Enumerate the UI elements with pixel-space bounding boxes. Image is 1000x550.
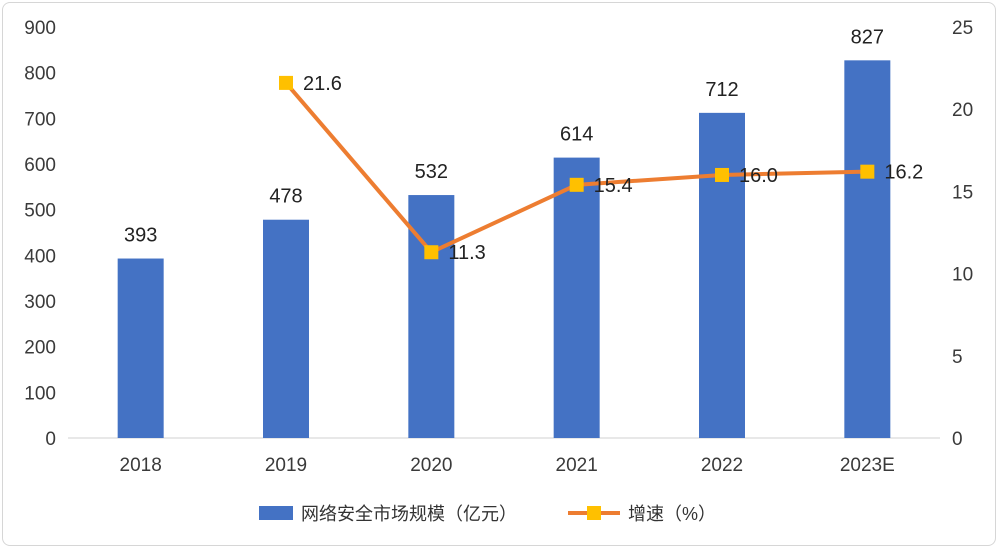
left-axis-tick-label: 900 — [24, 18, 56, 39]
bar — [699, 112, 745, 438]
x-axis: 2018 2019 2020 2021 2022 2023E — [68, 437, 940, 476]
bar-series — [117, 60, 891, 438]
left-axis-tick-label: 600 — [24, 155, 56, 176]
bar — [844, 60, 891, 438]
legend-line-label: 增速（%） — [628, 504, 716, 524]
bar — [553, 157, 600, 438]
line-marker — [569, 177, 584, 192]
left-axis: 0 100 200 300 400 500 600 700 800 900 — [24, 18, 56, 450]
line-data-label: 21.6 — [303, 73, 342, 95]
left-axis-tick-label: 0 — [45, 429, 56, 450]
legend-line-marker — [587, 506, 601, 520]
line-marker — [424, 245, 439, 260]
x-axis-tick-label: 2018 — [120, 455, 162, 476]
line-marker — [860, 164, 875, 179]
bar-data-label: 478 — [269, 186, 302, 208]
line-marker — [715, 167, 729, 182]
x-axis-tick-label: 2022 — [701, 455, 743, 476]
line-data-label: 11.3 — [448, 242, 485, 264]
right-axis-tick-label: 25 — [952, 18, 973, 39]
bar — [263, 219, 309, 438]
left-axis-tick-label: 400 — [24, 246, 56, 267]
right-axis-tick-label: 10 — [952, 265, 973, 286]
line-data-label: 15.4 — [594, 175, 633, 197]
bar-data-labels: 393 478 532 614 712 827 — [124, 26, 884, 246]
right-axis-tick-label: 5 — [952, 347, 963, 368]
bar — [117, 258, 164, 438]
right-axis-tick-label: 15 — [952, 182, 973, 203]
line-series — [279, 75, 875, 260]
line-marker — [279, 75, 293, 90]
right-axis-tick-label: 20 — [952, 100, 973, 121]
left-axis-tick-label: 100 — [24, 383, 56, 404]
right-axis-tick-label: 0 — [952, 429, 963, 450]
x-axis-tick-label: 2023E — [840, 455, 895, 476]
x-axis-tick-label: 2021 — [556, 455, 598, 476]
x-axis-tick-label: 2020 — [410, 455, 452, 476]
bar-data-label: 532 — [415, 161, 448, 183]
line-data-label: 16.0 — [739, 165, 778, 187]
left-axis-tick-label: 800 — [24, 64, 56, 85]
line-data-labels: 21.6 11.3 15.4 16.0 16.2 — [303, 73, 923, 264]
left-axis-tick-label: 300 — [24, 292, 56, 313]
right-axis: 0 5 10 15 20 25 — [952, 18, 973, 450]
x-axis-tick-label: 2019 — [265, 455, 307, 476]
left-axis-tick-label: 700 — [24, 109, 56, 130]
left-axis-tick-label: 500 — [24, 201, 56, 222]
line-data-label: 16.2 — [884, 162, 923, 184]
bar-data-label: 827 — [851, 26, 884, 48]
legend: 网络安全市场规模（亿元） 增速（%） — [259, 504, 716, 524]
legend-bar-swatch — [259, 506, 293, 520]
bar-data-label: 712 — [705, 79, 738, 101]
legend-bar-label: 网络安全市场规模（亿元） — [301, 504, 517, 524]
bar-data-label: 393 — [124, 225, 157, 247]
bar-data-label: 614 — [560, 124, 593, 146]
left-axis-tick-label: 200 — [24, 338, 56, 359]
